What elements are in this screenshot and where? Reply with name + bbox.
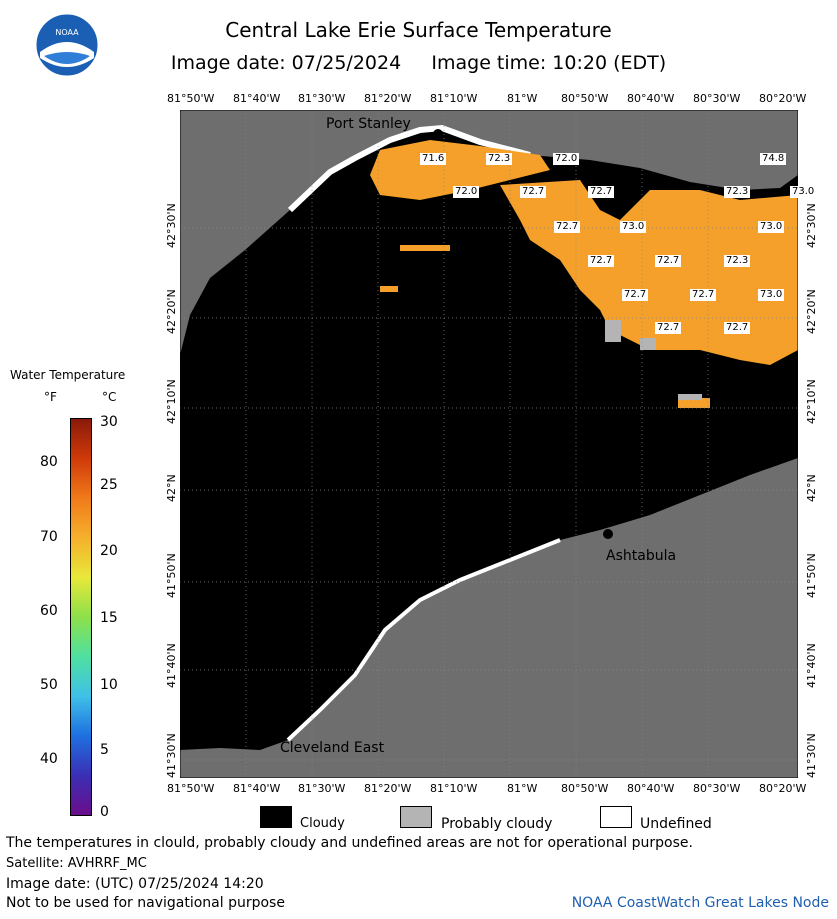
legend-c-value: 30 <box>100 414 118 430</box>
top-lon-tick: 81°20'W <box>364 92 412 105</box>
bottom-lon-tick: 80°20'W <box>759 782 807 795</box>
temp-label: 72.7 <box>520 186 547 198</box>
temp-label: 72.7 <box>622 289 649 301</box>
legend-c-value: 0 <box>100 804 109 820</box>
bottom-lon-tick: 81°40'W <box>233 782 281 795</box>
key-probably-cloudy-swatch <box>400 806 432 828</box>
right-lat-tick: 42°20'N <box>805 289 818 334</box>
top-lon-tick: 81°30'W <box>298 92 346 105</box>
bottom-lon-tick: 81°10'W <box>430 782 478 795</box>
legend-f-value: 60 <box>40 603 58 619</box>
temperature-map <box>180 110 798 778</box>
left-lat-tick: 42°20'N <box>165 289 178 334</box>
right-lat-tick: 42°30'N <box>805 203 818 248</box>
legend-c-value: 10 <box>100 677 118 693</box>
right-lat-tick: 42°10'N <box>805 379 818 424</box>
key-undefined-label: Undefined <box>640 816 712 832</box>
port-stanley-marker <box>433 129 443 139</box>
left-lat-tick: 41°30'N <box>165 733 178 778</box>
footer-note: The temperatures in clould, probably clo… <box>6 835 693 851</box>
temp-label: 72.7 <box>724 322 751 334</box>
top-lon-tick: 80°40'W <box>627 92 675 105</box>
bottom-lon-tick: 81°20'W <box>364 782 412 795</box>
legend-c-value: 5 <box>100 742 109 758</box>
temp-label: 72.7 <box>554 221 581 233</box>
legend-c-value: 15 <box>100 610 118 626</box>
place-port-stanley: Port Stanley <box>326 116 411 132</box>
undefined-fringe-south <box>286 538 561 742</box>
temp-label: 72.0 <box>453 186 480 198</box>
temp-label: 72.7 <box>588 255 615 267</box>
legend-f-value: 50 <box>40 677 58 693</box>
footer-credit: NOAA CoastWatch Great Lakes Node <box>571 895 829 911</box>
graticule <box>180 110 798 778</box>
temp-label: 72.7 <box>588 186 615 198</box>
footer-satellite: Satellite: AVHRRF_MC <box>6 856 147 871</box>
temp-label: 74.8 <box>760 153 787 165</box>
bottom-lon-tick: 80°50'W <box>561 782 609 795</box>
noaa-logo: NOAA <box>35 13 99 77</box>
place-cleveland-east: Cleveland East <box>280 740 385 756</box>
legend-f-value: 80 <box>40 454 58 470</box>
bottom-lon-tick: 81°30'W <box>298 782 346 795</box>
temp-label: 72.7 <box>690 289 717 301</box>
key-probably-cloudy-label: Probably cloudy <box>441 816 553 832</box>
top-lon-tick: 81°10'W <box>430 92 478 105</box>
temp-label: 73.0 <box>758 221 785 233</box>
top-lon-tick: 81°40'W <box>233 92 281 105</box>
footer-nav-warning: Not to be used for navigational purpose <box>6 895 285 911</box>
temp-label: 73.0 <box>620 221 647 233</box>
probably-cloudy-patches <box>605 320 702 400</box>
top-lon-tick: 81°50'W <box>167 92 215 105</box>
temp-label: 71.6 <box>420 153 447 165</box>
bottom-lon-tick: 80°30'W <box>693 782 741 795</box>
legend-c-value: 25 <box>100 477 118 493</box>
ashtabula-marker <box>603 529 613 539</box>
cleveland-east-marker <box>265 719 275 729</box>
top-lon-tick: 80°30'W <box>693 92 741 105</box>
legend-title: Water Temperature <box>10 368 126 382</box>
right-lat-tick: 41°30'N <box>805 733 818 778</box>
legend-f-value: 40 <box>40 751 58 767</box>
image-date-time: Image date: 07/25/2024 Image time: 10:20… <box>170 52 667 74</box>
bottom-lon-tick: 80°40'W <box>627 782 675 795</box>
key-cloudy-label: Cloudy <box>300 816 345 831</box>
left-lat-tick: 42°10'N <box>165 379 178 424</box>
bottom-lon-tick: 81°50'W <box>167 782 215 795</box>
legend-colorbar <box>70 418 92 816</box>
left-lat-tick: 42°N <box>165 474 178 502</box>
right-lat-tick: 42°N <box>805 474 818 502</box>
temp-label: 73.0 <box>790 186 817 198</box>
top-lon-tick: 80°20'W <box>759 92 807 105</box>
left-lat-tick: 41°50'N <box>165 553 178 598</box>
key-cloudy-swatch <box>260 806 292 828</box>
place-ashtabula: Ashtabula <box>606 548 677 564</box>
footer-utc-date: Image date: (UTC) 07/25/2024 14:20 <box>6 876 264 892</box>
right-lat-tick: 41°50'N <box>805 553 818 598</box>
temp-label: 73.0 <box>758 289 785 301</box>
svg-text:NOAA: NOAA <box>55 28 79 37</box>
temp-label: 72.0 <box>553 153 580 165</box>
cloud-key: Cloudy Probably cloudy Undefined <box>0 806 837 836</box>
left-lat-tick: 42°30'N <box>165 203 178 248</box>
temp-label: 72.3 <box>486 153 513 165</box>
top-lon-tick: 80°50'W <box>561 92 609 105</box>
page-title: Central Lake Erie Surface Temperature <box>225 18 612 42</box>
temp-label: 72.7 <box>655 322 682 334</box>
right-lat-tick: 41°40'N <box>805 643 818 688</box>
legend-unit-c: °C <box>102 390 117 404</box>
key-undefined-swatch <box>600 806 632 828</box>
undefined-fringe-north <box>287 124 531 213</box>
legend-f-value: 70 <box>40 529 58 545</box>
legend-c-value: 20 <box>100 543 118 559</box>
left-lat-tick: 41°40'N <box>165 643 178 688</box>
temp-label: 72.3 <box>724 186 751 198</box>
top-lon-tick: 81°W <box>507 92 538 105</box>
legend-unit-f: °F <box>44 390 57 404</box>
bottom-lon-tick: 81°W <box>507 782 538 795</box>
temp-label: 72.7 <box>655 255 682 267</box>
temp-label: 72.3 <box>724 255 751 267</box>
